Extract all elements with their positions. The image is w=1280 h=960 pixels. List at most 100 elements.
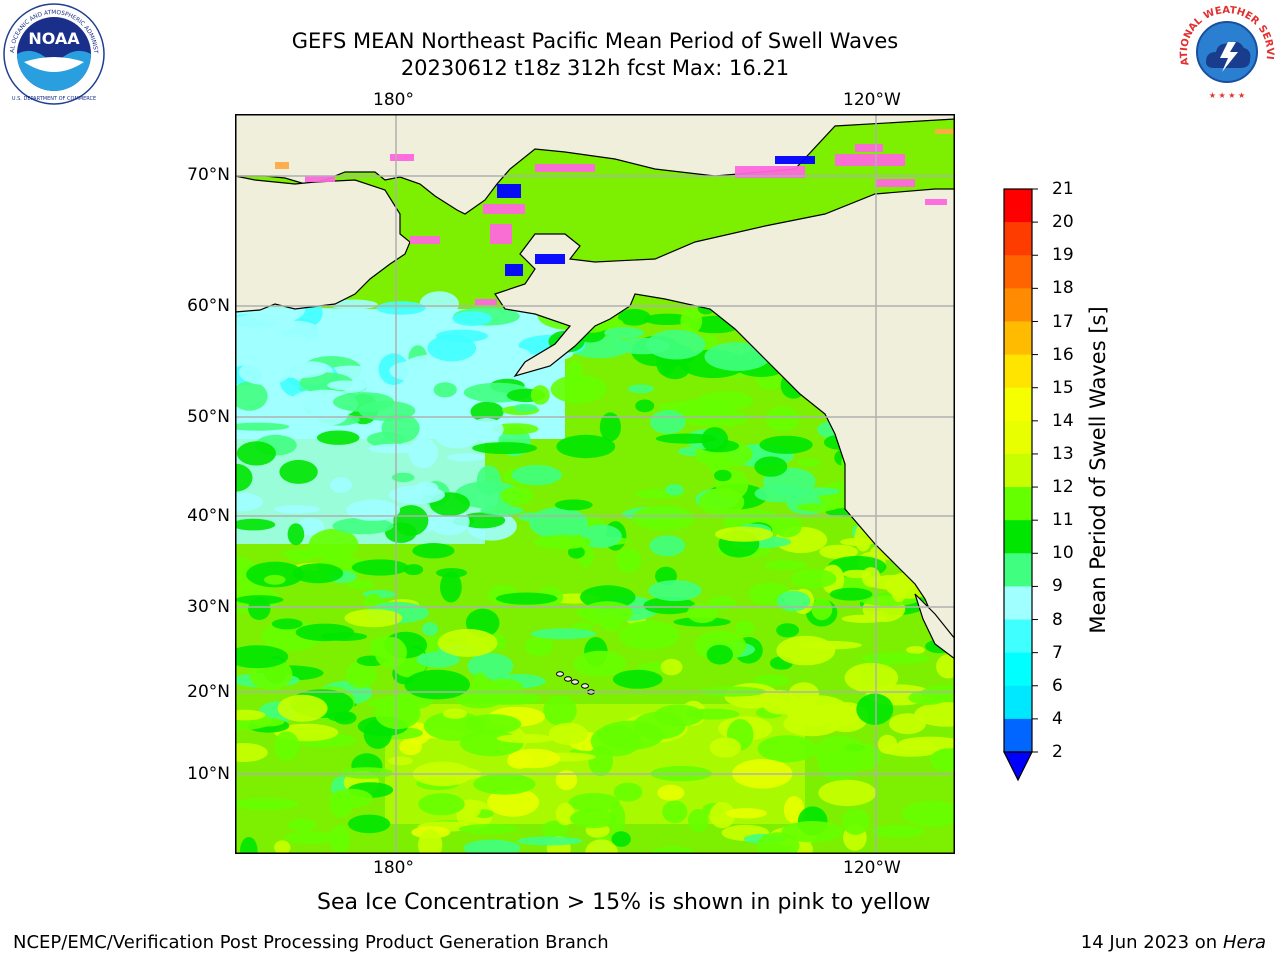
field-patch — [508, 748, 561, 769]
field-patch — [550, 374, 607, 404]
lat-label-30n: 30°N — [187, 597, 230, 617]
field-patch — [487, 787, 540, 817]
field-patch — [704, 342, 771, 371]
colorbar-tick-label: 7 — [1052, 642, 1063, 663]
colorbar-bin — [1004, 222, 1032, 256]
footer-host: Hera — [1222, 932, 1266, 953]
field-patch — [871, 824, 925, 838]
field-patch — [240, 837, 258, 854]
field-patch — [685, 708, 740, 720]
field-patch — [399, 738, 422, 756]
field-patch — [529, 507, 588, 539]
field-patch — [841, 808, 870, 835]
field-patch — [901, 800, 955, 827]
sea-ice-patch — [735, 166, 805, 178]
colorbar-bin — [1004, 652, 1032, 687]
footer-date-text: 14 Jun 2023 on — [1080, 932, 1218, 953]
field-patch — [840, 537, 877, 546]
field-patch — [469, 418, 504, 442]
field-patch — [513, 403, 538, 412]
colorbar-bin — [1004, 387, 1032, 422]
field-patch — [759, 435, 813, 454]
field-patch — [363, 719, 392, 749]
colorbar-bin — [1004, 487, 1032, 521]
field-patch — [632, 505, 696, 531]
field-patch — [253, 718, 285, 727]
field-patch — [618, 620, 680, 650]
field-patch — [238, 360, 291, 385]
field-patch — [765, 406, 800, 432]
field-patch — [643, 596, 696, 615]
field-patch — [467, 653, 514, 679]
hawaii-island — [571, 679, 579, 685]
field-patch — [585, 839, 618, 854]
field-patch — [530, 628, 596, 640]
field-patch — [327, 711, 354, 722]
field-patch — [375, 697, 421, 730]
field-patch — [687, 603, 718, 623]
nws-logo: NATIONAL WEATHER SERVICE ★ ★ ★ ★ — [1176, 2, 1276, 102]
sea-ice-patch — [497, 184, 521, 198]
field-patch — [284, 831, 339, 845]
field-patch — [516, 836, 583, 846]
lat-label-50n: 50°N — [187, 407, 230, 427]
map-subtitle: 20230612 t18z 312h fcst Max: 16.21 — [400, 56, 790, 80]
field-patch — [754, 456, 788, 477]
field-patch — [781, 821, 843, 843]
field-patch — [543, 695, 577, 726]
field-patch — [447, 453, 486, 462]
sea-ice-patch — [410, 236, 440, 244]
field-patch — [735, 620, 755, 636]
field-patch — [556, 434, 616, 459]
field-patch — [649, 535, 686, 557]
colorbar-tick-label: 2 — [1052, 742, 1063, 762]
colorbar-bin — [1004, 619, 1032, 654]
lat-label-40n: 40°N — [187, 506, 230, 526]
field-patch — [856, 693, 894, 725]
field-patch — [288, 818, 317, 832]
sea-ice-patch — [305, 176, 335, 182]
field-patch — [517, 512, 543, 522]
land-mass — [235, 175, 411, 313]
field-patch — [534, 534, 591, 550]
field-patch — [657, 784, 685, 801]
field-patch — [440, 571, 462, 603]
field-patch — [391, 472, 415, 483]
field-patch — [416, 651, 460, 668]
colorbar-bin — [1004, 189, 1032, 223]
field-patch — [790, 568, 837, 589]
field-patch — [554, 499, 593, 511]
field-patch — [609, 803, 626, 834]
colorbar-bin — [1004, 255, 1032, 289]
field-patch — [541, 820, 568, 839]
field-patch — [796, 503, 838, 512]
colorbar-tick-label: 13 — [1052, 443, 1074, 464]
footer-branch: NCEP/EMC/Verification Post Processing Pr… — [13, 932, 609, 953]
field-patch — [235, 492, 264, 512]
colorbar-tick-label: 14 — [1052, 410, 1074, 431]
field-patch — [908, 690, 947, 705]
sea-ice-patch — [835, 154, 905, 166]
field-patch — [753, 674, 789, 687]
lon-label-top-120w: 120°W — [843, 90, 901, 110]
colorbar-title: Mean Period of Swell Waves [s] — [1086, 306, 1110, 634]
field-patch — [930, 748, 955, 772]
colorbar-tick-label: 16 — [1052, 344, 1074, 365]
field-patch — [248, 597, 271, 620]
colorbar-tick-label: 11 — [1052, 510, 1074, 531]
field-patch — [421, 622, 439, 636]
field-patch — [569, 808, 618, 829]
field-patch — [581, 601, 633, 625]
field-patch — [772, 514, 803, 538]
field-patch — [654, 704, 704, 727]
graticule — [235, 114, 955, 854]
field-patch — [332, 517, 394, 535]
field-patch — [524, 637, 554, 656]
field-patch — [906, 646, 925, 654]
colorbar-tick-label: 19 — [1052, 245, 1074, 266]
field-patch — [273, 505, 320, 514]
field-patch — [329, 299, 378, 310]
colorbar-extend-min — [1003, 751, 1033, 782]
field-patch — [330, 477, 352, 493]
field-patch — [344, 609, 403, 628]
